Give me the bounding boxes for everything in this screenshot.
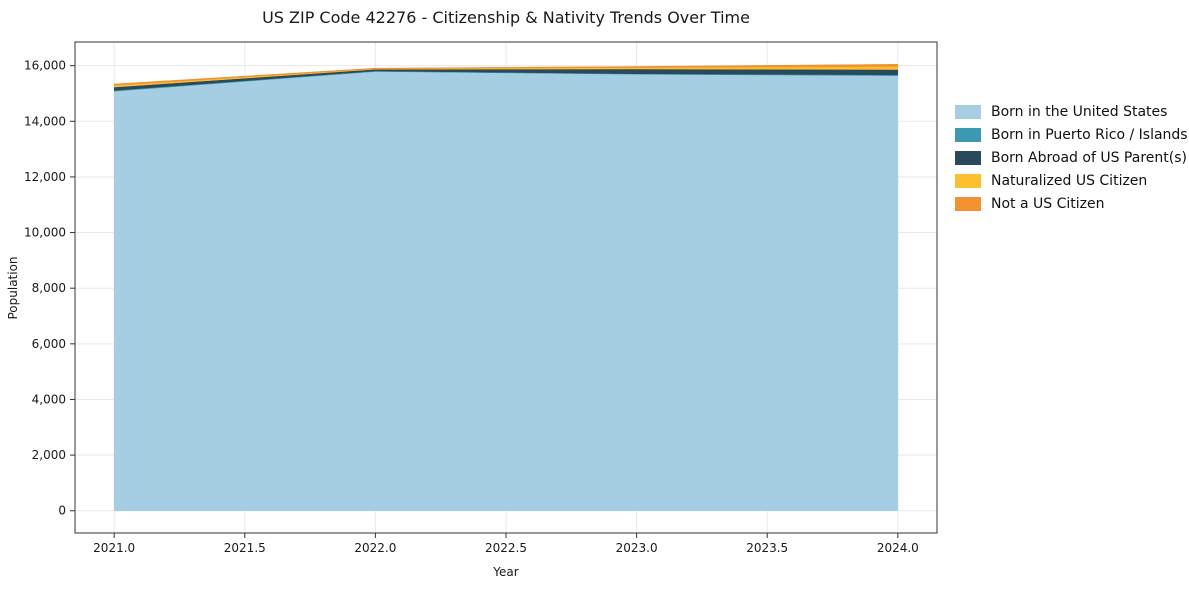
legend: Born in the United States Born in Puerto … bbox=[955, 100, 1188, 215]
x-tick-label: 2024.0 bbox=[877, 541, 919, 555]
legend-swatch bbox=[955, 196, 981, 211]
legend-item: Born Abroad of US Parent(s) bbox=[955, 146, 1188, 169]
y-tick-label: 8,000 bbox=[32, 281, 66, 295]
x-axis-label: Year bbox=[492, 565, 518, 579]
area-series bbox=[113, 64, 899, 86]
axis-ticks: 2021.0 2021.5 2022.0 2022.5 2023.0 2023.5 2024… bbox=[24, 59, 919, 555]
y-tick-label: 14,000 bbox=[24, 114, 66, 128]
legend-label: Naturalized US Citizen bbox=[991, 172, 1148, 189]
y-tick-label: 0 bbox=[58, 504, 66, 518]
legend-item: Born in Puerto Rico / Islands bbox=[955, 123, 1188, 146]
x-tick-label: 2021.5 bbox=[224, 541, 266, 555]
chart-title: US ZIP Code 42276 - Citizenship & Nativi… bbox=[262, 8, 750, 27]
x-tick-label: 2023.0 bbox=[616, 541, 658, 555]
x-tick-label: 2023.5 bbox=[746, 541, 788, 555]
legend-item: Born in the United States bbox=[955, 100, 1188, 123]
legend-swatch bbox=[955, 127, 981, 142]
y-tick-label: 4,000 bbox=[32, 392, 66, 406]
y-tick-label: 16,000 bbox=[24, 59, 66, 73]
legend-item: Not a US Citizen bbox=[955, 192, 1188, 215]
legend-label: Born Abroad of US Parent(s) bbox=[991, 149, 1187, 166]
y-tick-label: 12,000 bbox=[24, 170, 66, 184]
x-tick-label: 2022.5 bbox=[485, 541, 527, 555]
area-series bbox=[113, 71, 899, 511]
legend-swatch bbox=[955, 173, 981, 188]
legend-item: Naturalized US Citizen bbox=[955, 169, 1188, 192]
y-tick-label: 10,000 bbox=[24, 226, 66, 240]
y-axis-label: Population bbox=[6, 256, 20, 319]
legend-label: Born in Puerto Rico / Islands bbox=[991, 126, 1188, 143]
y-tick-label: 2,000 bbox=[32, 448, 66, 462]
x-tick-label: 2022.0 bbox=[354, 541, 396, 555]
stacked-areas bbox=[113, 64, 899, 511]
legend-label: Born in the United States bbox=[991, 103, 1168, 120]
x-tick-label: 2021.0 bbox=[93, 541, 135, 555]
legend-label: Not a US Citizen bbox=[991, 195, 1105, 212]
legend-swatch bbox=[955, 150, 981, 165]
y-tick-label: 6,000 bbox=[32, 337, 66, 351]
legend-swatch bbox=[955, 104, 981, 119]
